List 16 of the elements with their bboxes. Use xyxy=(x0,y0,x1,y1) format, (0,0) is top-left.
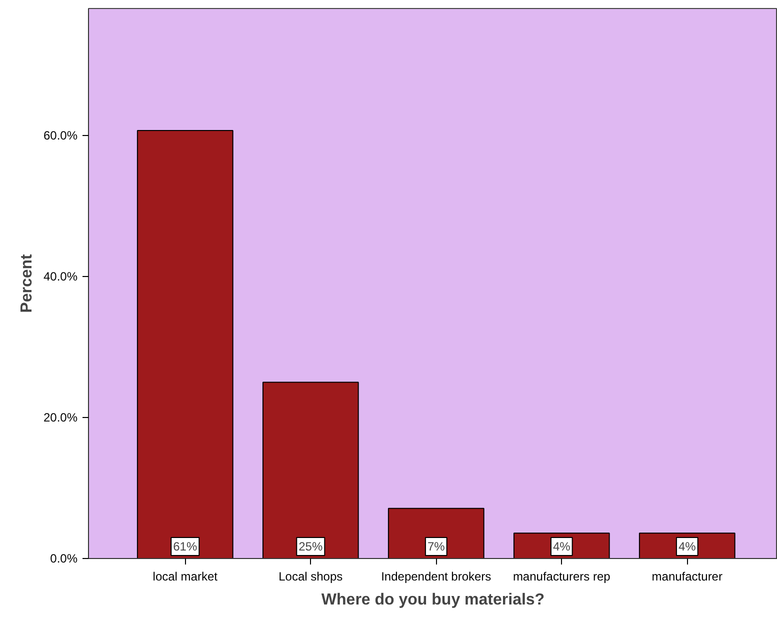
y-tick-label: 0.0% xyxy=(50,552,78,566)
y-tick-label: 40.0% xyxy=(43,269,78,284)
x-tick-label: local market xyxy=(152,570,218,584)
y-tick-label: 60.0% xyxy=(43,128,78,142)
x-tick-label: Independent brokers xyxy=(381,570,492,584)
data-label: 61% xyxy=(173,540,198,554)
y-tick-label: 20.0% xyxy=(43,410,78,424)
data-label: 7% xyxy=(427,540,446,554)
data-label: 4% xyxy=(552,540,571,554)
x-tick-label: manufacturers rep xyxy=(512,570,611,584)
data-label: 25% xyxy=(298,540,323,554)
x-tick-label: manufacturer xyxy=(652,570,722,584)
y-axis-title: Percent xyxy=(18,253,36,313)
data-label: 4% xyxy=(678,540,696,554)
x-tick-label: Local shops xyxy=(278,570,343,584)
x-axis-title: Where do you buy materials? xyxy=(321,592,545,608)
